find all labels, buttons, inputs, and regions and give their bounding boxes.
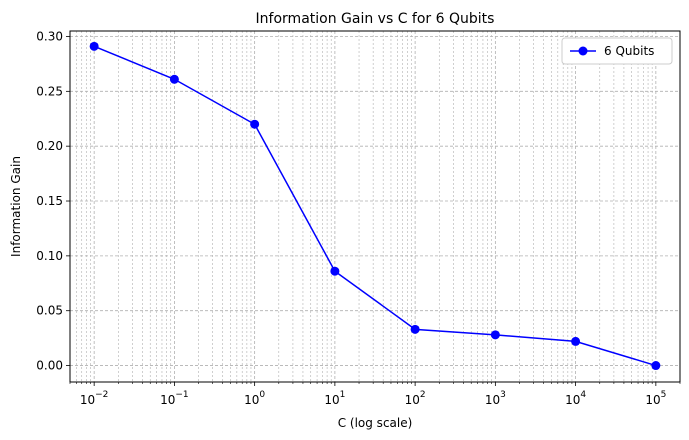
x-tick-label: 10−1 [160, 390, 189, 407]
y-axis-label: Information Gain [9, 156, 23, 257]
y-tick-label: 0.25 [36, 84, 63, 98]
data-point [250, 119, 260, 129]
y-tick-label: 0.10 [36, 249, 63, 263]
series-layer [89, 41, 661, 371]
grid [69, 31, 681, 382]
plot-frame [69, 30, 681, 383]
y-axis-ticks: 0.00 0.05 0.10 0.15 0.20 0.25 0.30 [36, 29, 70, 373]
legend: 6 Qubits [561, 37, 673, 65]
x-axis-label: C (log scale) [338, 416, 413, 430]
x-tick-label: 104 [565, 390, 586, 407]
y-tick-label: 0.05 [36, 304, 63, 318]
legend-label: 6 Qubits [604, 44, 654, 58]
legend-marker [578, 46, 588, 56]
x-tick-label: 10−2 [80, 390, 109, 407]
y-tick-label: 0.20 [36, 139, 63, 153]
data-point [571, 336, 581, 346]
x-tick-label: 103 [485, 390, 506, 407]
data-point [330, 266, 340, 276]
chart-title: Information Gain vs C for 6 Qubits [256, 11, 495, 27]
x-axis-ticks: 10−2 10−1 100 101 102 103 104 105 [69, 382, 681, 407]
data-point [651, 361, 661, 371]
data-point [169, 74, 179, 84]
data-point [490, 330, 500, 340]
y-tick-label: 0.30 [36, 29, 63, 43]
y-tick-label: 0.15 [36, 194, 63, 208]
data-point [89, 41, 99, 51]
x-tick-label: 105 [645, 390, 666, 407]
x-tick-label: 102 [405, 390, 426, 407]
y-tick-label: 0.00 [36, 359, 63, 373]
x-tick-label: 100 [244, 390, 265, 407]
series-line [93, 45, 657, 367]
data-point [410, 324, 420, 334]
legend-box [561, 37, 673, 65]
x-tick-label: 101 [324, 390, 345, 407]
